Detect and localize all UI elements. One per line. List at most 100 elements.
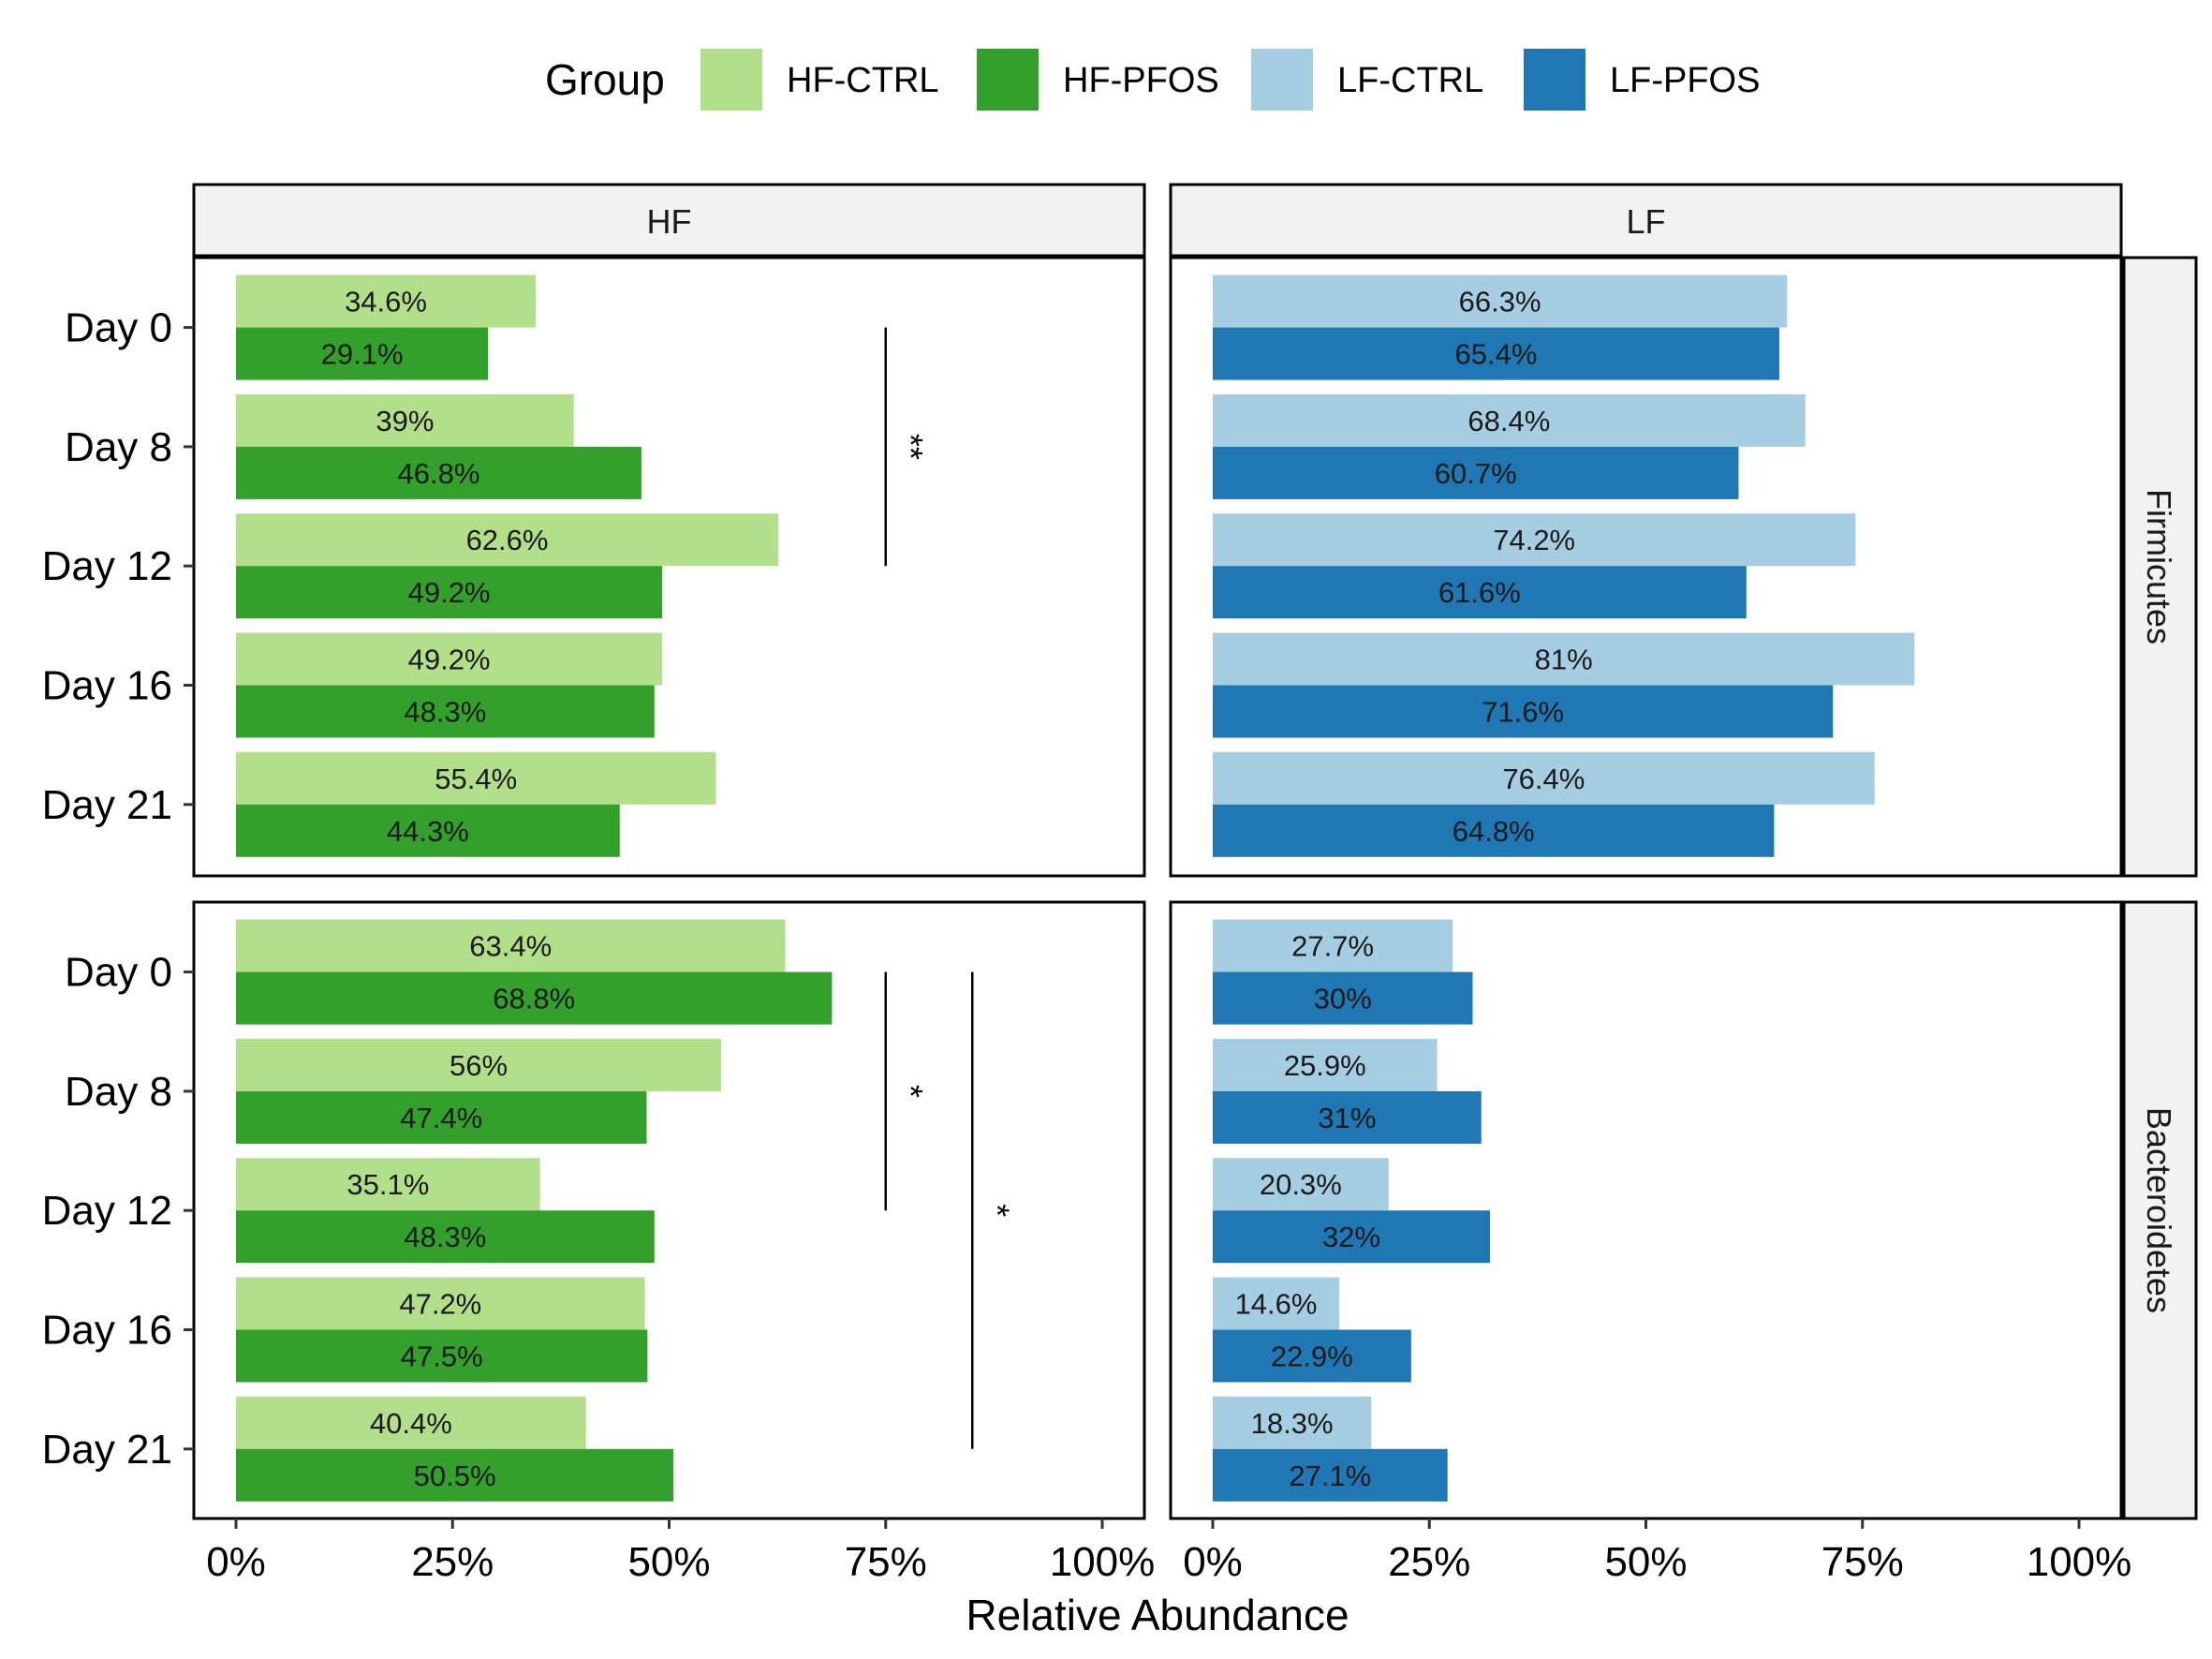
- significance-label-bacteroidetes-hf-1: *: [978, 1204, 1016, 1217]
- y-tick-label-bacteroidetes-day-8: Day 8: [65, 1069, 172, 1115]
- x-tick-label-lf-75: 75%: [1821, 1539, 1904, 1585]
- x-tick-label-hf-0: 0%: [206, 1539, 266, 1585]
- bar-firmicutes-lf-lf-ctrl-day-16: [1213, 632, 1915, 686]
- data-label-bacteroidetes-hf-hf-ctrl-day-16: 47.2%: [399, 1288, 481, 1321]
- y-tick-label-bacteroidetes-day-21: Day 21: [42, 1427, 172, 1473]
- facet-strip-bacteroidetes: [2122, 900, 2198, 1520]
- legend-title: Group: [545, 55, 665, 104]
- bar-firmicutes-hf-hf-pfos-day-16: [236, 685, 655, 738]
- data-label-firmicutes-lf-lf-ctrl-day-12: 74.2%: [1493, 524, 1575, 556]
- data-label-firmicutes-hf-hf-pfos-day-21: 44.3%: [387, 815, 469, 848]
- bar-bacteroidetes-hf-hf-pfos-day-12: [236, 1210, 655, 1264]
- bar-firmicutes-hf-hf-ctrl-day-16: [236, 632, 663, 686]
- x-tick-label-lf-100: 100%: [2027, 1539, 2132, 1585]
- bar-firmicutes-hf-hf-ctrl-day-12: [236, 513, 779, 567]
- bar-bacteroidetes-lf-lf-ctrl-day-21: [1213, 1396, 1372, 1449]
- bar-firmicutes-lf-lf-ctrl-day-21: [1213, 751, 1875, 805]
- bar-bacteroidetes-lf-lf-pfos-day-12: [1213, 1210, 1490, 1264]
- significance-label-bacteroidetes-hf-0: *: [892, 1085, 930, 1098]
- legend-swatch-hf-ctrl: [700, 49, 762, 111]
- bar-firmicutes-lf-lf-pfos-day-0: [1213, 327, 1779, 380]
- data-label-firmicutes-hf-hf-pfos-day-8: 46.8%: [397, 457, 479, 490]
- x-tick-label-hf-50: 50%: [627, 1539, 710, 1585]
- data-label-firmicutes-lf-lf-ctrl-day-16: 81%: [1535, 644, 1593, 676]
- bar-bacteroidetes-hf-hf-ctrl-day-16: [236, 1277, 645, 1330]
- facet-label-bacteroidetes: Bacteroidetes: [2140, 1107, 2178, 1313]
- data-label-firmicutes-hf-hf-ctrl-day-16: 49.2%: [408, 644, 491, 676]
- data-label-bacteroidetes-lf-lf-pfos-day-12: 32%: [1322, 1221, 1380, 1253]
- data-label-bacteroidetes-hf-hf-ctrl-day-0: 63.4%: [469, 930, 552, 963]
- facet-strip-lf: [1169, 183, 2123, 258]
- data-label-bacteroidetes-lf-lf-pfos-day-8: 31%: [1318, 1102, 1376, 1134]
- data-label-firmicutes-hf-hf-pfos-day-0: 29.1%: [321, 338, 404, 371]
- data-label-bacteroidetes-lf-lf-ctrl-day-12: 20.3%: [1260, 1168, 1342, 1201]
- data-label-bacteroidetes-hf-hf-pfos-day-12: 48.3%: [404, 1221, 486, 1253]
- data-label-bacteroidetes-lf-lf-ctrl-day-21: 18.3%: [1251, 1407, 1334, 1440]
- bar-firmicutes-lf-lf-pfos-day-16: [1213, 685, 1834, 738]
- facet-strip-firmicutes: [2122, 256, 2198, 878]
- y-tick-label-bacteroidetes-day-0: Day 0: [65, 950, 172, 996]
- legend-label-lf-ctrl: LF-CTRL: [1337, 61, 1483, 100]
- bar-firmicutes-hf-hf-pfos-day-0: [236, 327, 489, 380]
- bar-firmicutes-hf-hf-ctrl-day-8: [236, 393, 574, 447]
- panel-border-firmicutes-lf: [1169, 256, 2123, 878]
- bar-firmicutes-hf-hf-pfos-day-12: [236, 566, 663, 619]
- data-label-firmicutes-lf-lf-pfos-day-0: 65.4%: [1455, 338, 1538, 371]
- x-tick-label-lf-50: 50%: [1604, 1539, 1687, 1585]
- bar-bacteroidetes-lf-lf-pfos-day-21: [1213, 1448, 1448, 1502]
- legend-swatch-hf-pfos: [977, 49, 1039, 111]
- bar-bacteroidetes-lf-lf-ctrl-day-0: [1213, 919, 1453, 972]
- bar-bacteroidetes-hf-hf-pfos-day-16: [236, 1329, 648, 1383]
- data-label-firmicutes-hf-hf-pfos-day-12: 49.2%: [408, 576, 491, 609]
- data-label-firmicutes-lf-lf-pfos-day-16: 71.6%: [1482, 696, 1564, 729]
- bar-bacteroidetes-hf-hf-pfos-day-8: [236, 1090, 647, 1144]
- data-label-firmicutes-hf-hf-ctrl-day-21: 55.4%: [435, 763, 517, 795]
- facet-label-firmicutes: Firmicutes: [2140, 489, 2178, 644]
- bar-bacteroidetes-hf-hf-ctrl-day-21: [236, 1396, 586, 1449]
- data-label-firmicutes-lf-lf-pfos-day-21: 64.8%: [1453, 815, 1535, 848]
- significance-label-firmicutes-hf-0: **: [892, 434, 930, 460]
- data-label-bacteroidetes-hf-hf-ctrl-day-12: 35.1%: [347, 1168, 429, 1201]
- legend-label-hf-pfos: HF-PFOS: [1063, 61, 1219, 100]
- data-label-bacteroidetes-hf-hf-pfos-day-21: 50.5%: [414, 1459, 496, 1492]
- bar-bacteroidetes-lf-lf-pfos-day-0: [1213, 971, 1473, 1025]
- bar-bacteroidetes-lf-lf-ctrl-day-16: [1213, 1277, 1340, 1330]
- data-label-firmicutes-hf-hf-ctrl-day-0: 34.6%: [345, 286, 427, 318]
- bar-firmicutes-lf-lf-pfos-day-12: [1213, 566, 1747, 619]
- x-tick-label-lf-25: 25%: [1388, 1539, 1470, 1585]
- legend-swatch-lf-ctrl: [1251, 49, 1313, 111]
- bar-bacteroidetes-hf-hf-pfos-day-21: [236, 1448, 674, 1502]
- data-label-firmicutes-hf-hf-ctrl-day-12: 62.6%: [466, 524, 549, 556]
- data-label-firmicutes-lf-lf-pfos-day-12: 61.6%: [1438, 576, 1521, 609]
- x-tick-label-hf-100: 100%: [1050, 1539, 1156, 1585]
- legend-swatch-lf-pfos: [1524, 49, 1585, 111]
- data-label-firmicutes-hf-hf-ctrl-day-8: 39%: [376, 405, 434, 437]
- data-label-bacteroidetes-hf-hf-pfos-day-0: 68.8%: [493, 983, 575, 1015]
- y-tick-label-firmicutes-day-0: Day 0: [65, 305, 172, 351]
- y-tick-label-firmicutes-day-12: Day 12: [42, 543, 172, 589]
- bar-bacteroidetes-hf-hf-pfos-day-0: [236, 971, 833, 1025]
- bar-firmicutes-hf-hf-pfos-day-21: [236, 804, 620, 857]
- bar-bacteroidetes-hf-hf-ctrl-day-12: [236, 1158, 540, 1211]
- data-label-firmicutes-lf-lf-ctrl-day-8: 68.4%: [1467, 405, 1550, 437]
- data-label-bacteroidetes-hf-hf-ctrl-day-21: 40.4%: [370, 1407, 452, 1440]
- bar-firmicutes-lf-lf-ctrl-day-0: [1213, 274, 1788, 328]
- bar-firmicutes-lf-lf-pfos-day-21: [1213, 804, 1775, 857]
- data-label-firmicutes-lf-lf-ctrl-day-0: 66.3%: [1459, 286, 1541, 318]
- x-tick-label-lf-0: 0%: [1183, 1539, 1243, 1585]
- bar-firmicutes-lf-lf-ctrl-day-12: [1213, 513, 1856, 567]
- bar-bacteroidetes-lf-lf-pfos-day-8: [1213, 1090, 1482, 1144]
- x-tick-label-hf-25: 25%: [411, 1539, 494, 1585]
- bar-firmicutes-lf-lf-ctrl-day-8: [1213, 393, 1806, 447]
- data-label-firmicutes-lf-lf-pfos-day-8: 60.7%: [1435, 457, 1517, 490]
- y-tick-label-firmicutes-day-8: Day 8: [65, 424, 172, 470]
- y-tick-label-bacteroidetes-day-16: Day 16: [42, 1308, 172, 1354]
- bar-firmicutes-hf-hf-pfos-day-8: [236, 446, 641, 499]
- data-label-bacteroidetes-lf-lf-pfos-day-16: 22.9%: [1271, 1341, 1353, 1373]
- facet-strip-hf: [192, 183, 1146, 258]
- bar-bacteroidetes-lf-lf-ctrl-day-8: [1213, 1038, 1438, 1091]
- x-tick-label-hf-75: 75%: [845, 1539, 927, 1585]
- data-label-bacteroidetes-lf-lf-pfos-day-0: 30%: [1314, 983, 1372, 1015]
- data-label-bacteroidetes-lf-lf-ctrl-day-16: 14.6%: [1235, 1288, 1318, 1321]
